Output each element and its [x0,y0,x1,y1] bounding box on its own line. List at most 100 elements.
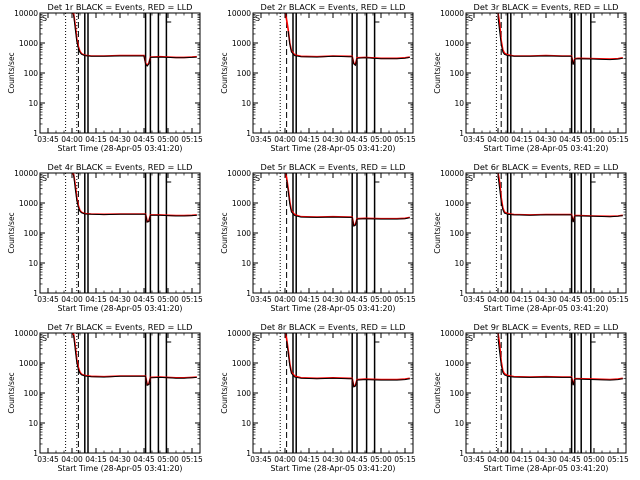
x-tick-label: 05:00 [583,135,605,144]
y-tick-label: 100 [24,69,39,78]
x-tick-label: 04:30 [535,455,557,464]
events-series-line [287,31,410,67]
x-axis-label: Start Time (28-Apr-05 03:41:20) [484,304,609,313]
x-tick-label: 05:15 [607,135,629,144]
plot-frame [39,172,201,294]
x-tick-label: 05:00 [370,455,392,464]
x-tick-label: 04:00 [61,455,83,464]
x-tick-label: 04:30 [322,135,344,144]
detector-panel: 1 10 100 1000 10000 03:45 04:00 04:15 04:30 04:45… [220,322,416,473]
interval-bracket [374,333,380,343]
plot-frame [465,172,627,294]
x-tick-label: 05:15 [181,135,203,144]
events-series-line [73,335,197,387]
interval-bracket [374,173,380,183]
x-axis-label: Start Time (28-Apr-05 03:41:20) [58,144,183,153]
y-tick-label: 100 [450,229,465,238]
x-tick-label: 04:30 [109,295,131,304]
events-series-line [497,175,623,223]
y-tick-label: 100 [450,389,465,398]
y-tick-label: 10000 [14,9,38,18]
detector-panel: 1 10 100 1000 10000 03:45 04:00 04:15 04:30 04:45… [433,2,629,153]
y-tick-label: 10000 [440,169,464,178]
y-tick-label: 10 [454,259,464,268]
x-tick-label: 04:15 [511,135,533,144]
x-tick-label: 05:00 [157,455,179,464]
y-axis-label: Counts/sec [433,212,442,253]
x-tick-label: 04:00 [61,295,83,304]
corner-label: S [468,14,473,23]
x-tick-label: 05:00 [157,295,179,304]
panel-title: Det 1r BLACK = Events, RED = LLD [48,2,193,12]
x-tick-label: 03:45 [250,455,272,464]
x-tick-label: 03:45 [463,135,485,144]
y-tick-label: 1 [33,289,38,298]
y-axis-label: Counts/sec [220,372,229,413]
x-tick-label: 04:00 [487,135,509,144]
x-axis-label: Start Time (28-Apr-05 03:41:20) [58,304,183,313]
y-tick-label: 100 [450,69,465,78]
x-tick-label: 04:45 [559,455,581,464]
x-tick-label: 05:15 [181,295,203,304]
x-tick-label: 04:00 [274,295,296,304]
interval-bracket [374,13,380,23]
y-axis-label: Counts/sec [433,372,442,413]
panel-title: Det 8r BLACK = Events, RED = LLD [261,322,406,332]
events-series-line [497,338,623,386]
x-axis-label: Start Time (28-Apr-05 03:41:20) [58,464,183,473]
y-tick-label: 1 [33,449,38,458]
x-tick-label: 03:45 [250,295,272,304]
x-tick-label: 05:00 [157,135,179,144]
x-tick-label: 04:45 [559,295,581,304]
corner-label: S [42,334,47,343]
x-tick-label: 04:45 [346,455,368,464]
y-tick-label: 10 [454,99,464,108]
plot-frame [465,12,627,134]
y-axis-label: Counts/sec [7,372,16,413]
y-axis-label: Counts/sec [220,212,229,253]
x-axis-label: Start Time (28-Apr-05 03:41:20) [271,304,396,313]
x-tick-label: 04:45 [133,135,155,144]
corner-label: S [255,174,260,183]
lld-series-line [497,173,623,222]
panel-title: Det 7r BLACK = Events, RED = LLD [48,322,193,332]
detector-panel: 1 10 100 1000 10000 03:45 04:00 04:15 04:30 04:45… [433,322,629,473]
y-tick-label: 10000 [440,329,464,338]
events-series-line [286,340,410,388]
x-tick-label: 05:00 [583,295,605,304]
plot-frame [39,332,201,454]
panel-title: Det 4r BLACK = Events, RED = LLD [48,162,193,172]
y-axis-label: Counts/sec [7,52,16,93]
interval-bracket [165,173,172,183]
y-tick-label: 100 [237,229,252,238]
x-tick-label: 05:15 [394,455,416,464]
x-tick-label: 04:15 [85,295,107,304]
panel-title: Det 5r BLACK = Events, RED = LLD [261,162,406,172]
x-tick-label: 04:00 [487,295,509,304]
x-tick-label: 05:15 [394,135,416,144]
x-tick-label: 03:45 [37,455,59,464]
x-tick-label: 04:30 [322,295,344,304]
events-series-line [497,17,623,65]
y-tick-label: 10000 [227,9,251,18]
x-tick-label: 05:15 [394,295,416,304]
x-tick-label: 03:45 [463,295,485,304]
corner-label: S [255,334,260,343]
y-axis-label: Counts/sec [220,52,229,93]
corner-label: S [255,14,260,23]
panel-title: Det 9r BLACK = Events, RED = LLD [474,322,619,332]
corner-label: S [468,174,473,183]
x-tick-label: 04:45 [559,135,581,144]
x-tick-label: 03:45 [37,295,59,304]
corner-label: S [468,334,473,343]
events-series-line [286,179,410,227]
y-tick-label: 1 [246,449,251,458]
y-tick-label: 1000 [232,199,251,208]
plot-frame [252,12,414,134]
detector-panel: 1 10 100 1000 10000 03:45 04:00 04:15 04:30 04:45… [220,162,416,313]
x-tick-label: 04:00 [487,455,509,464]
x-tick-label: 04:30 [535,295,557,304]
y-tick-label: 10 [28,259,38,268]
y-tick-label: 10 [28,99,38,108]
events-series-line [73,14,197,67]
